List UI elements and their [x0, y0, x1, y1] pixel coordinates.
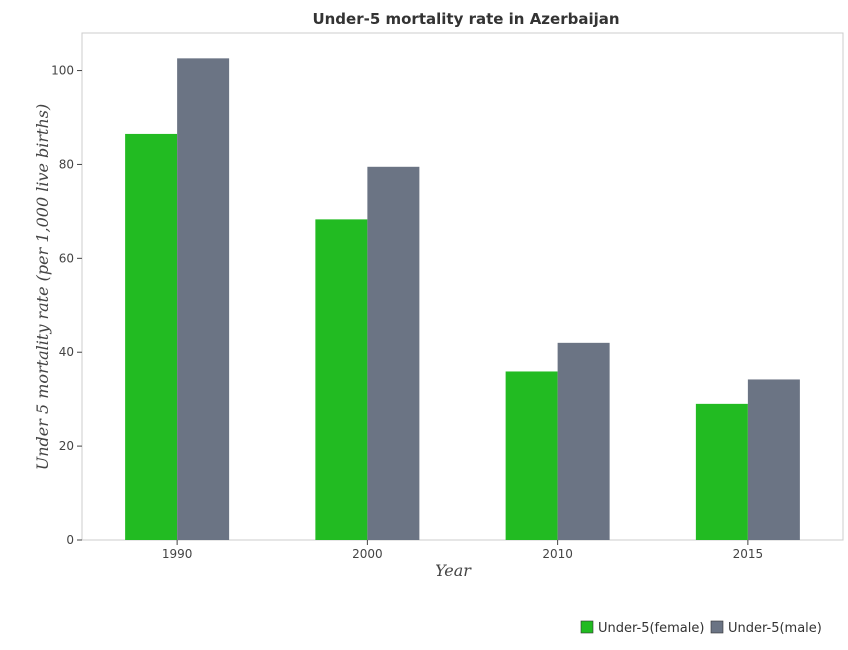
bar-female-2000	[315, 219, 368, 540]
legend: Under-5(female) Under-5(male)	[580, 620, 822, 636]
y-tick-label: 40	[59, 345, 74, 359]
bar-male-1990	[177, 58, 230, 540]
bar-female-2015	[695, 403, 748, 540]
y-tick-label: 20	[59, 439, 74, 453]
chart-title: Under-5 mortality rate in Azerbaijan	[312, 10, 619, 28]
legend-label-female: Under-5(female)	[598, 621, 704, 636]
bar-female-2010	[505, 371, 558, 540]
y-tick-label: 60	[59, 251, 74, 265]
legend-swatch-female	[580, 620, 594, 634]
y-tick-label: 0	[66, 533, 74, 547]
x-axis: 1990 2000 2010 2015	[162, 540, 763, 561]
plot-area	[81, 32, 844, 541]
y-tick-label: 80	[59, 157, 74, 171]
y-axis-label: Under 5 mortality rate (per 1,000 live b…	[33, 104, 52, 470]
legend-swatch-male	[710, 620, 724, 634]
bar-male-2010	[557, 342, 610, 540]
y-axis: 0 20 40 60 80 100	[51, 64, 82, 547]
y-tick-label: 100	[51, 64, 74, 78]
x-tick-label: 2000	[352, 547, 383, 561]
bar-female-1990	[125, 133, 178, 541]
bar-male-2015	[747, 379, 800, 540]
x-tick-label: 2010	[542, 547, 573, 561]
legend-label-male: Under-5(male)	[728, 621, 822, 636]
bar-male-2000	[367, 166, 420, 540]
x-axis-label: Year	[435, 561, 472, 580]
x-tick-label: 2015	[733, 547, 764, 561]
bars-layer	[125, 58, 800, 541]
x-tick-label: 1990	[162, 547, 193, 561]
